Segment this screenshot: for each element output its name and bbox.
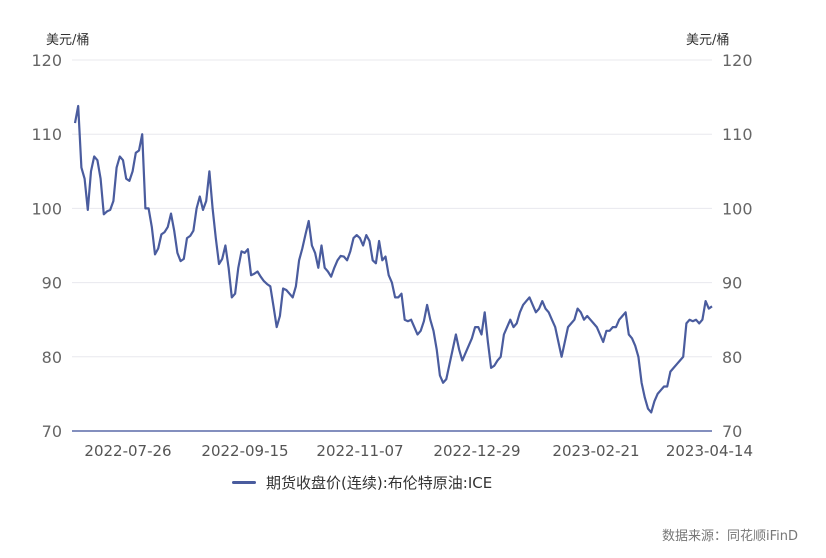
- series-line-brent: [73, 104, 713, 414]
- y-tick-label-left: 120: [31, 51, 62, 70]
- y-tick-label-left: 80: [42, 348, 62, 367]
- y-axis-right: 70 80 90 100 110 120: [722, 51, 753, 441]
- y-tick-label-left: 90: [42, 274, 62, 293]
- x-tick-label: 2022-09-15: [201, 442, 288, 460]
- y-tick-label-left: 100: [31, 199, 62, 218]
- x-tick-label: 2023-04-14: [666, 442, 753, 460]
- y-tick-label-right: 110: [722, 125, 753, 144]
- x-tick-label: 2022-12-29: [433, 442, 520, 460]
- y-tick-label-right: 80: [722, 348, 742, 367]
- legend-label: 期货收盘价(连续):布伦特原油:ICE: [266, 474, 493, 492]
- y-tick-label-right: 90: [722, 274, 742, 293]
- x-tick-label: 2023-02-21: [552, 442, 639, 460]
- gridlines: [72, 59, 712, 358]
- y-tick-label-right: 120: [722, 51, 753, 70]
- x-axis: 2022-07-26 2022-09-15 2022-11-07 2022-12-29…: [84, 442, 753, 460]
- legend-swatch: [232, 481, 256, 484]
- legend[interactable]: 期货收盘价(连续):布伦特原油:ICE: [232, 472, 492, 493]
- x-tick-label: 2022-11-07: [316, 442, 403, 460]
- y-tick-label-right: 70: [722, 422, 742, 441]
- y-axis-left: 70 80 90 100 110 120: [31, 51, 62, 441]
- left-unit-label: 美元/桶: [46, 33, 89, 48]
- data-source: 数据来源：同花顺iFinD: [661, 529, 798, 544]
- y-tick-label-left: 70: [42, 422, 62, 441]
- y-tick-label-left: 110: [31, 125, 62, 144]
- x-tick-label: 2022-07-26: [84, 442, 171, 460]
- right-unit-label: 美元/桶: [686, 33, 729, 48]
- y-tick-label-right: 100: [722, 199, 753, 218]
